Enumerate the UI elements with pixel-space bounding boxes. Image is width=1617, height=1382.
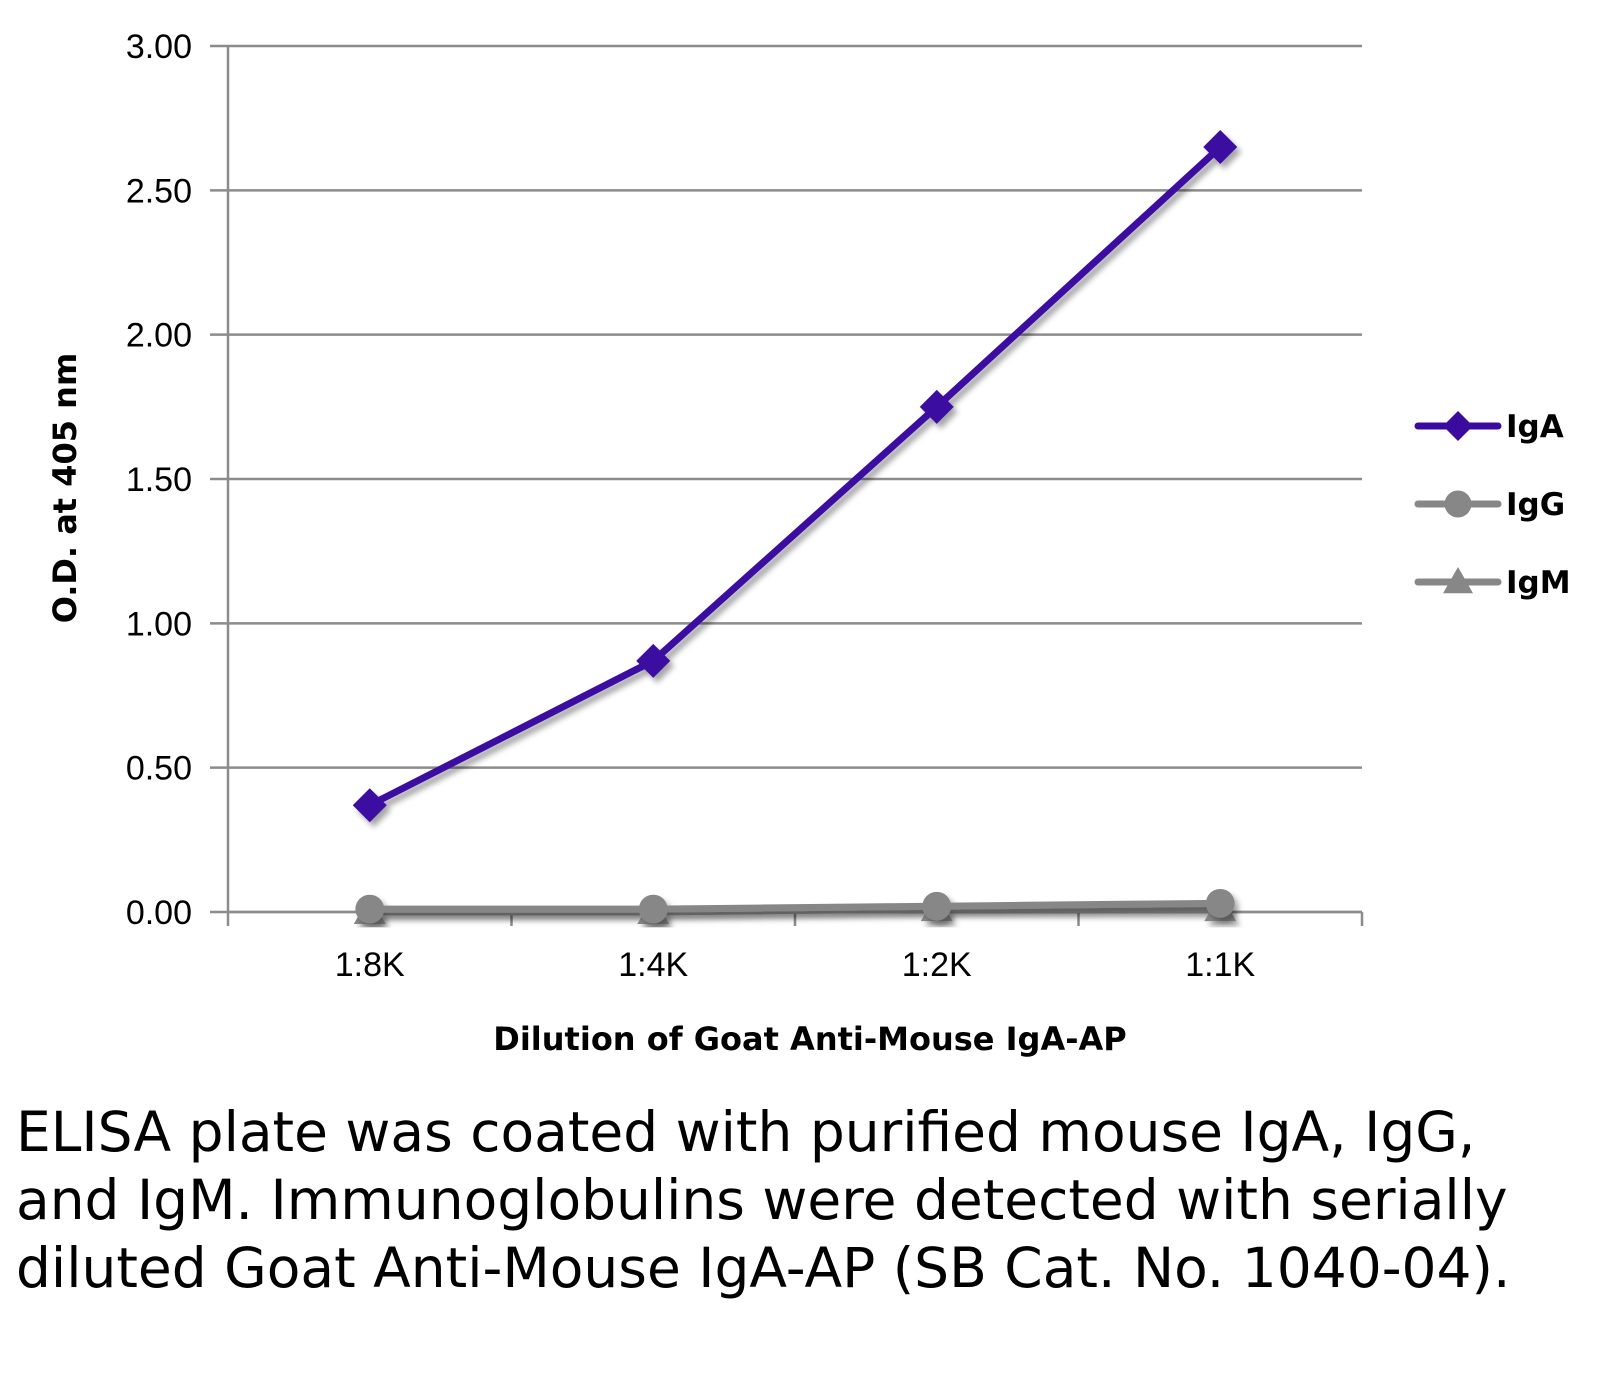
y-tick-label: 2.00 [126, 317, 192, 355]
y-axis-title: O.D. at 405 nm [46, 353, 84, 624]
y-tick-label: 2.50 [126, 172, 192, 210]
x-tick-label: 1:8K [335, 946, 405, 984]
legend-label: IgG [1506, 487, 1565, 523]
data-point-igg [355, 894, 385, 924]
data-point-igg [922, 891, 952, 921]
legend-item-igm: IgM [1414, 565, 1571, 601]
x-tick-label: 1:2K [902, 946, 972, 984]
figure-caption: ELISA plate was coated with purified mou… [16, 1100, 1511, 1300]
elisa-line-chart: 0.00 0.50 1.00 1.50 2.00 2.50 3.00 1:8K 1:4K 1:2K… [46, 28, 1571, 1058]
y-tick-label: 1.50 [126, 461, 192, 499]
data-point-iga [352, 788, 387, 823]
x-axis-title: Dilution of Goat Anti-Mouse IgA-AP [493, 1020, 1126, 1058]
legend-label: IgA [1506, 409, 1564, 445]
y-tick-label: 0.00 [126, 894, 192, 932]
legend-item-iga: IgA [1414, 409, 1564, 445]
legend-marker-triangle [1443, 567, 1473, 594]
y-tick-label: 3.00 [126, 28, 192, 66]
legend-item-igg: IgG [1414, 487, 1565, 523]
series-igg [355, 888, 1235, 924]
legend-label: IgM [1506, 565, 1571, 601]
legend-marker-diamond [1443, 411, 1473, 441]
data-point-iga [1203, 130, 1238, 165]
series-line-igg [366, 899, 1224, 913]
legend-marker-circle [1444, 490, 1472, 518]
data-point-iga [919, 389, 954, 424]
data-point-iga [636, 643, 671, 678]
data-point-igg [638, 894, 668, 924]
x-tick-label: 1:4K [618, 946, 688, 984]
y-tick-label: 1.00 [126, 605, 192, 643]
series-iga [352, 130, 1238, 823]
y-tick-label: 0.50 [126, 750, 192, 788]
series-line-iga [366, 143, 1224, 809]
data-point-igg [1205, 888, 1235, 918]
x-tick-label: 1:1K [1185, 946, 1255, 984]
